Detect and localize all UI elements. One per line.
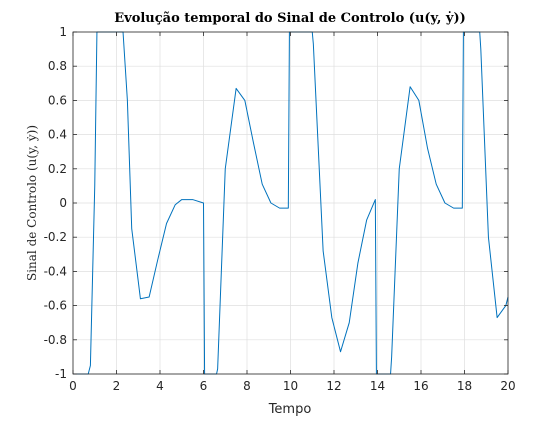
x-tick-label: 10 [283,379,298,393]
x-tick-label: 2 [113,379,121,393]
y-tick-label: -1 [55,367,67,381]
y-tick-label: -0.6 [44,299,67,313]
y-tick-label: 0.2 [48,162,67,176]
x-tick-label: 16 [413,379,428,393]
x-axis-label: Tempo [268,402,312,417]
x-tick-label: 0 [69,379,77,393]
y-tick-label: 1 [59,25,67,39]
y-tick-label: 0.4 [48,128,67,142]
y-tick-label: 0.8 [48,59,67,73]
x-tick-label: 4 [156,379,164,393]
y-tick-label: -0.4 [44,264,67,278]
x-tick-label: 20 [500,379,515,393]
y-axis-label: Sinal de Controlo (u(y, ẏ)) [25,125,39,281]
y-tick-label: -0.8 [44,333,67,347]
x-tick-label: 8 [243,379,251,393]
y-tick-label: 0.6 [48,93,67,107]
chart-title: Evolução temporal do Sinal de Controlo (… [114,11,466,26]
x-tick-label: 12 [326,379,341,393]
y-tick-label: -0.2 [44,230,67,244]
x-tick-label: 6 [200,379,208,393]
y-tick-label: 0 [59,196,67,210]
x-tick-label: 18 [457,379,472,393]
ticks: 0 2 4 6 8 10 12 14 16 18 20 -1 -0.8 -0.6 -0.4 -0.2 0 0.2 0… [44,25,516,393]
x-tick-label: 14 [370,379,385,393]
